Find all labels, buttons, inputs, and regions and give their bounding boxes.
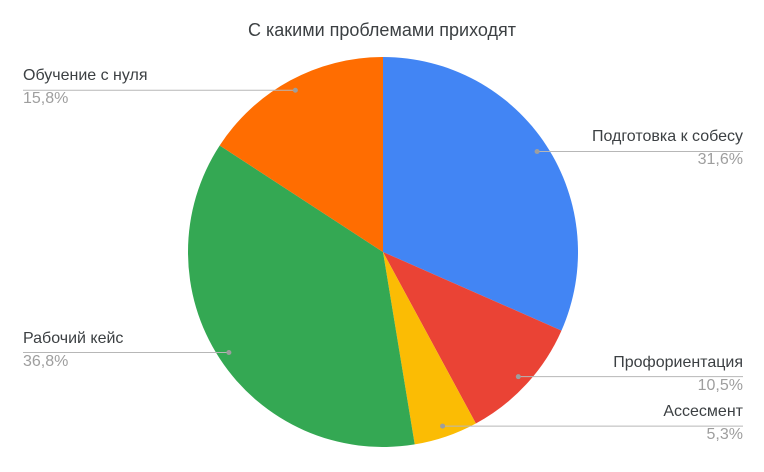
leader-dot (292, 87, 298, 93)
pie-slice[interactable] (383, 252, 476, 445)
leader-dot (226, 350, 232, 356)
slice-label: Подготовка к собесу (591, 128, 743, 146)
chart-title: С какими проблемами приходят (248, 20, 516, 40)
slice-percent: 10,5% (697, 376, 743, 394)
slice-percent: 31,6% (697, 151, 743, 169)
slice-label: Рабочий кейс (23, 329, 124, 347)
callout-podgotovka-k-sobesu: Подготовка к собесу 31,6% (592, 128, 743, 168)
callout-proforientacia: Профориентация 10,5% (613, 354, 743, 394)
callout-assesment: Ассесмент 5,3% (663, 403, 743, 443)
pie-slice[interactable] (383, 252, 562, 424)
leader-dot (515, 374, 521, 380)
callout-rabochiy-keys: Рабочий кейс 36,8% (23, 330, 123, 370)
slice-percent: 15,8% (23, 90, 69, 108)
slice-percent: 5,3% (706, 426, 743, 444)
slice-percent: 36,8% (23, 352, 69, 370)
slice-label: Обучение с нуля (23, 67, 148, 85)
slice-label: Профориентация (613, 353, 743, 371)
slice-label: Ассесмент (663, 403, 743, 421)
leader-dot (534, 148, 540, 154)
pie-slice[interactable] (383, 57, 579, 331)
pie-slice[interactable] (219, 57, 383, 252)
pie-slice[interactable] (188, 145, 415, 447)
callout-obuchenie-s-nulya: Обучение с нуля 15,8% (23, 67, 148, 107)
leader-dot (440, 423, 446, 429)
